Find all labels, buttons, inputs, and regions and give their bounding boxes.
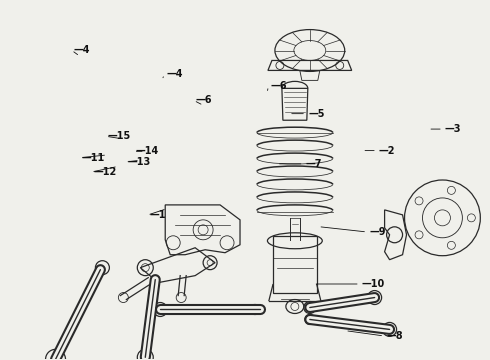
Text: —9: —9	[369, 227, 386, 237]
Text: —15: —15	[108, 131, 131, 141]
Text: —12: —12	[93, 167, 116, 177]
Text: —1: —1	[149, 210, 166, 220]
Text: —11: —11	[82, 153, 105, 163]
Text: —5: —5	[308, 109, 324, 119]
Text: —2: —2	[379, 145, 395, 156]
Text: —6: —6	[270, 81, 287, 91]
Text: —3: —3	[445, 124, 462, 134]
Text: —14: —14	[136, 146, 159, 156]
Text: —4: —4	[167, 69, 183, 79]
Text: —4: —4	[74, 45, 90, 55]
Text: —6: —6	[196, 95, 212, 105]
Text: —7: —7	[306, 159, 322, 169]
Text: —10: —10	[362, 279, 385, 289]
Text: —8: —8	[386, 331, 403, 341]
Text: —13: —13	[127, 157, 150, 167]
